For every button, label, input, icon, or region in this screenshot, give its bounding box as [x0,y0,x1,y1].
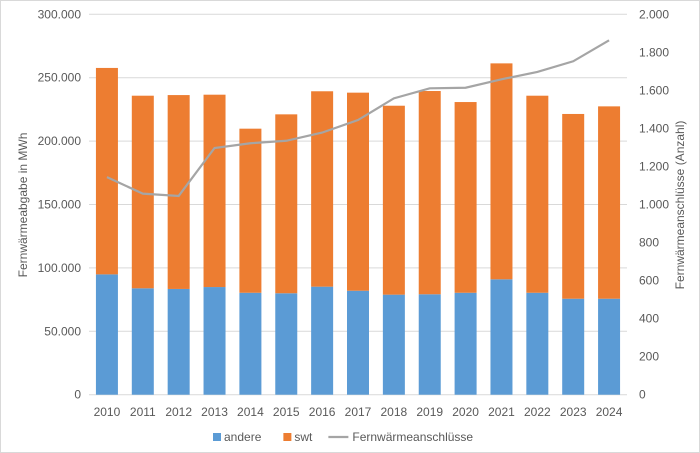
x-axis-ticks: 2010 2011 2012 2013 2014 2015 2016 2017 2018 2019… [94,405,623,419]
bar-swt-2017 [347,92,369,291]
x-tick-label: 2014 [237,405,264,419]
legend-label: andere [224,430,262,444]
y2-tick-label: 1.000 [639,198,669,212]
x-tick-label: 2013 [201,405,228,419]
x-tick-label: 2024 [596,405,623,419]
bar-swt-2018 [382,105,405,295]
y2-tick-label: 1.400 [639,121,669,135]
y2-tick-label: 1.600 [639,83,669,97]
x-tick-label: 2016 [309,405,336,419]
y-tick-label: 250.000 [38,71,82,85]
x-tick-label: 2015 [273,405,300,419]
bar-andere-2015 [275,293,298,395]
x-tick-label: 2011 [130,405,156,419]
line-series [106,39,610,198]
bar-swt-2011 [131,95,154,289]
bar-andere-2024 [598,298,621,395]
x-tick-label: 2012 [165,405,192,419]
x-tick-label: 2010 [94,405,121,419]
legend-swatch [283,433,292,441]
y-tick-label: 0 [74,388,81,402]
bar-swt-2024 [598,106,621,299]
x-tick-label: 2019 [416,405,443,419]
y2-tick-label: 1.800 [639,45,669,59]
bar-andere-2013 [203,287,226,395]
y2-tick-label: 0 [639,388,646,402]
left-axis-ticks: 0 50.000 100.000 150.000 200.000 250.000 300.0… [38,7,82,401]
bar-swt-2020 [454,102,477,293]
x-tick-label: 2023 [560,405,587,419]
bar-andere-2021 [490,279,513,395]
bar-swt-2013 [203,94,226,288]
y-tick-label: 150.000 [38,198,82,212]
bar-swt-2015 [275,114,298,294]
bars [95,63,621,395]
y2-tick-label: 800 [639,236,659,250]
legend: andere swt Fernwärmeanschlüsse [213,430,473,444]
bar-swt-2010 [95,67,118,275]
legend-swatch [213,433,221,441]
line-Fernwärmeanschlüsse [106,39,610,198]
bar-andere-2010 [95,274,118,395]
legend-label: Fernwärmeanschlüsse [352,430,473,444]
bar-swt-2022 [526,95,549,293]
y2-axis-label: Fernwärmeanschlüsse (Anzahl) [673,121,687,290]
x-tick-label: 2020 [452,405,479,419]
y-axis-label: Fernwärmeabgabe in MWh [16,133,30,278]
x-tick-label: 2017 [345,405,372,419]
legend-label: swt [294,430,313,444]
y2-tick-label: 600 [639,274,659,288]
bar-swt-2016 [311,91,334,287]
bar-andere-2011 [131,288,154,395]
y2-tick-label: 200 [639,350,659,364]
bar-andere-2017 [347,290,369,395]
y-tick-label: 100.000 [38,261,82,275]
bar-swt-2019 [418,91,441,295]
bar-swt-2014 [239,128,262,293]
x-tick-label: 2021 [488,405,515,419]
bar-andere-2012 [167,288,190,395]
y-tick-label: 50.000 [44,324,81,338]
bar-andere-2016 [311,286,334,395]
y2-tick-label: 400 [639,312,659,326]
y-tick-label: 200.000 [38,134,82,148]
right-axis-ticks: 0 200 400 600 800 1.000 1.200 1.400 1.600 1.800 2.… [639,7,669,401]
bar-andere-2014 [239,292,262,395]
y-tick-label: 300.000 [38,7,82,21]
bar-andere-2022 [526,292,549,395]
bar-andere-2019 [418,294,441,395]
y2-tick-label: 1.200 [639,159,669,173]
x-tick-label: 2018 [381,405,408,419]
bar-andere-2023 [562,298,585,395]
bar-swt-2023 [562,113,585,299]
bar-swt-2012 [167,95,190,289]
bar-swt-2021 [490,63,513,280]
x-tick-label: 2022 [524,405,551,419]
bar-andere-2020 [454,292,477,395]
bar-andere-2018 [382,294,405,395]
y2-tick-label: 2.000 [639,7,669,21]
